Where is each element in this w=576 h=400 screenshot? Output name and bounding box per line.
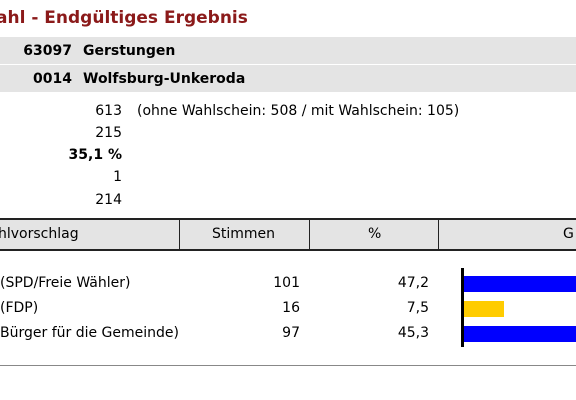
stat-value-4: 1 — [113, 169, 122, 185]
municipality-name: Gerstungen — [83, 42, 176, 59]
result-bar — [464, 301, 504, 317]
header-stimmen: Stimmen — [212, 226, 276, 242]
chart-axis — [461, 268, 464, 347]
page-title: ahl - Endgültiges Ergebnis — [0, 8, 248, 28]
party-name: (SPD/Freie Wähler) — [0, 275, 131, 291]
table-row: (FDP) 16 7,5 — [0, 296, 576, 321]
header-separator — [179, 220, 180, 249]
vote-percent: 45,3 — [397, 325, 429, 341]
district-name: Wolfsburg-Unkeroda — [83, 70, 246, 87]
stat-row-1: 613 (ohne Wahlschein: 508 / mit Wahlsche… — [0, 100, 576, 122]
stat-row-4: 1 — [0, 166, 576, 188]
stat-value-2: 215 — [95, 125, 122, 141]
results-table-header: hlvorschlag Stimmen % G — [0, 218, 576, 251]
party-name: Bürger für die Gemeinde) — [0, 325, 179, 341]
header-separator — [309, 220, 310, 249]
municipality-band: 63097 Gerstungen — [0, 37, 576, 64]
header-grafik: G — [563, 226, 574, 242]
party-name: (FDP) — [0, 300, 39, 316]
result-bar — [464, 276, 576, 292]
table-row: Bürger für die Gemeinde) 97 45,3 — [0, 321, 576, 346]
vote-percent: 47,2 — [397, 275, 429, 291]
stat-row-5: 214 — [0, 189, 576, 211]
votes-count: 16 — [282, 300, 300, 316]
district-code: 0014 — [33, 70, 72, 87]
divider — [0, 365, 576, 366]
stat-value-5: 214 — [95, 192, 122, 208]
municipality-code: 63097 — [23, 42, 72, 59]
table-row: (SPD/Freie Wähler) 101 47,2 — [0, 271, 576, 296]
header-prozent: % — [368, 226, 382, 242]
header-wahlvorschlag: hlvorschlag — [0, 226, 79, 242]
stat-value-1: 613 — [95, 103, 122, 119]
stat-value-3: 35,1 % — [68, 147, 122, 163]
stat-note-1: (ohne Wahlschein: 508 / mit Wahlschein: … — [137, 103, 460, 119]
stat-row-2: 215 — [0, 122, 576, 144]
district-band: 0014 Wolfsburg-Unkeroda — [0, 65, 576, 92]
header-separator — [438, 220, 439, 249]
votes-count: 97 — [282, 325, 300, 341]
vote-percent: 7,5 — [406, 300, 429, 316]
votes-count: 101 — [273, 275, 300, 291]
stat-row-3: 35,1 % — [0, 144, 576, 166]
result-bar — [464, 326, 576, 342]
